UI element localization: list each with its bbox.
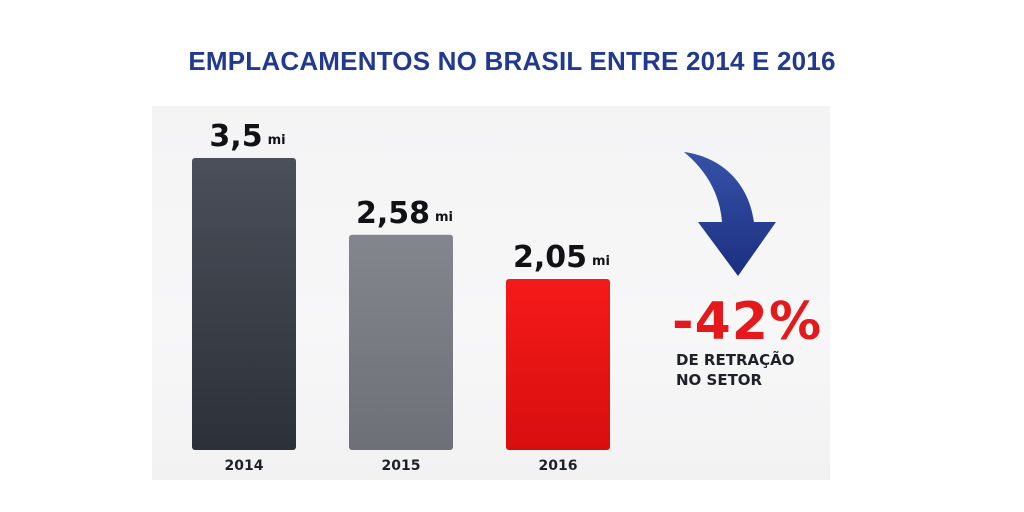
bar-2016 (506, 278, 610, 450)
value-label-2014: 3,5 (209, 119, 262, 154)
retraction-note-line-1: DE RETRAÇÃO (676, 351, 795, 369)
retraction-note: DE RETRAÇÃO NO SETOR (676, 350, 794, 390)
value-label-2016: 2,05 (513, 240, 587, 275)
curved-down-arrow-icon (684, 152, 776, 276)
value-label-2015: 2,58 (356, 196, 430, 231)
category-label-2015: 2015 (382, 458, 421, 474)
bar-2015 (349, 234, 453, 450)
unit-label-2016: mi (592, 254, 610, 269)
category-label-2016: 2016 (539, 458, 578, 474)
retraction-note-line-2: NO SETOR (676, 371, 763, 389)
unit-label-2015: mi (435, 210, 453, 225)
bar-2014 (192, 158, 296, 450)
category-label-2014: 2014 (225, 458, 264, 474)
chart-title: EMPLACAMENTOS NO BRASIL ENTRE 2014 E 201… (188, 46, 836, 76)
retraction-percent: -42% (672, 292, 823, 352)
unit-label-2014: mi (268, 133, 286, 148)
